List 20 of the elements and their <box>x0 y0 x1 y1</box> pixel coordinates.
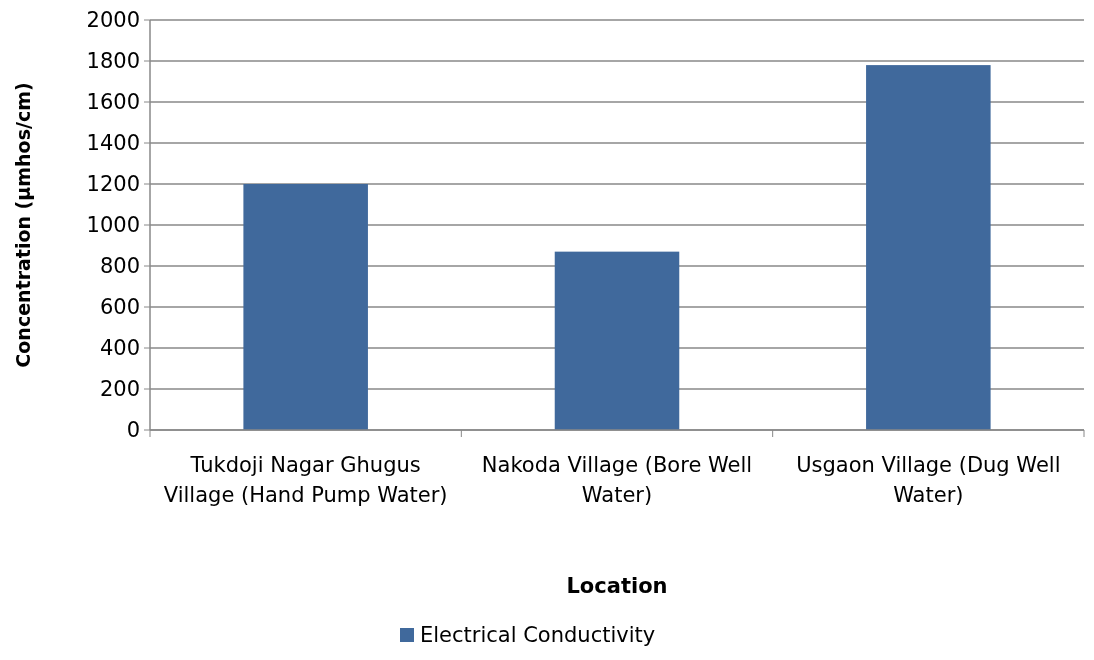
y-tick-label: 400 <box>99 336 140 361</box>
x-tick-label: Nakoda Village (Bore Well Water) <box>481 453 753 507</box>
y-axis-title: Concentration (µmhos/cm) <box>12 82 34 368</box>
y-tick-label: 1600 <box>86 90 140 115</box>
y-tick-label: 0 <box>126 418 140 443</box>
bar <box>554 251 680 430</box>
bar <box>866 65 991 430</box>
y-tick-label: 600 <box>99 295 140 320</box>
legend-label: Electrical Conductivity <box>420 623 656 647</box>
y-tick-label: 1200 <box>86 172 140 197</box>
y-tick-label: 2000 <box>86 8 140 33</box>
bar <box>243 184 368 430</box>
x-tick-label: Usgaon Village (Dug Well Water) <box>796 453 1061 507</box>
y-tick-label: 200 <box>99 377 140 402</box>
y-tick-label: 1800 <box>86 49 140 74</box>
y-tick-label: 1000 <box>86 213 140 238</box>
y-tick-label: 1400 <box>86 131 140 156</box>
x-axis-title: Location <box>566 574 668 598</box>
x-tick-label: Tukdoji Nagar Ghugus Village (Hand Pump Water) <box>163 453 448 507</box>
y-tick-label: 800 <box>99 254 140 279</box>
